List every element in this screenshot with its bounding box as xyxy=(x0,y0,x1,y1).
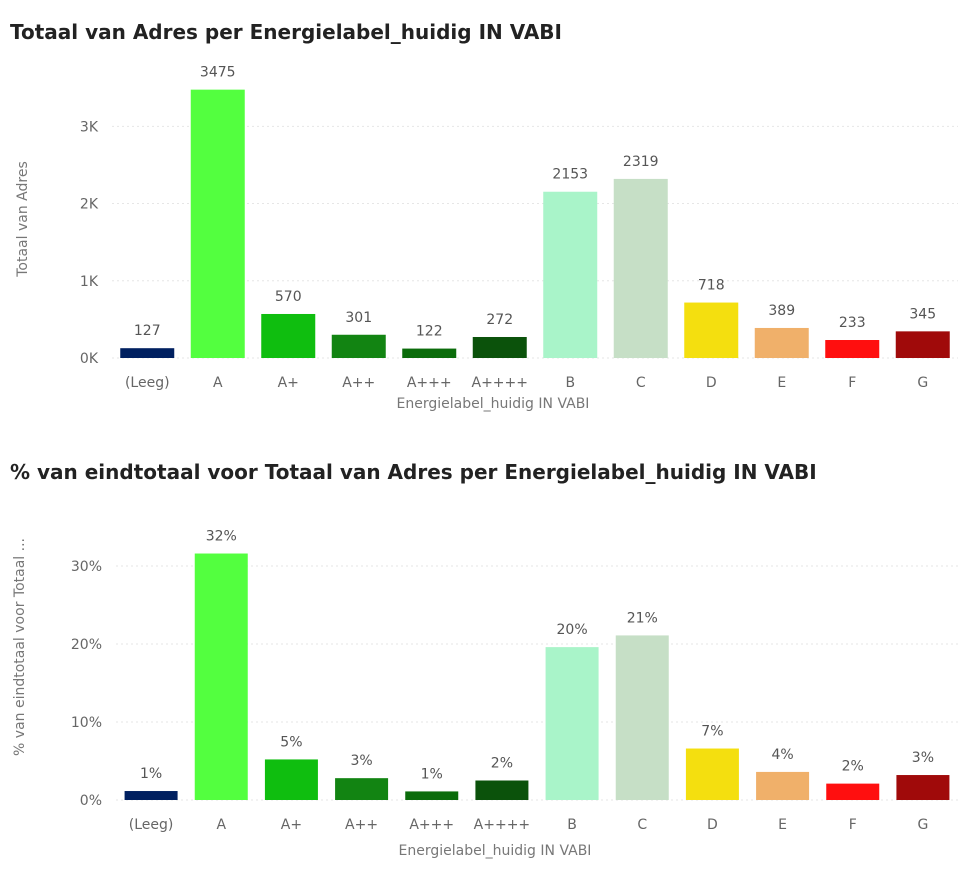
chart-2-data-label: 1% xyxy=(421,766,443,782)
chart-2-y-tick-label: 0% xyxy=(80,793,102,809)
chart-2-bar[interactable] xyxy=(124,791,178,800)
chart-2-data-label: 3% xyxy=(350,753,372,769)
chart-1-bar[interactable] xyxy=(402,348,457,358)
chart-1-data-label: 233 xyxy=(839,315,866,331)
chart-1-y-axis-label: Totaal van Adres xyxy=(15,161,31,278)
chart-1-x-tick-label: B xyxy=(565,375,575,391)
chart-1-bar[interactable] xyxy=(261,313,316,358)
chart-2-x-tick-label: A++++ xyxy=(474,817,531,833)
chart-1-bar[interactable] xyxy=(825,340,880,358)
chart-1-y-tick-label: 1K xyxy=(80,274,99,290)
chart-1-x-tick-label: (Leeg) xyxy=(125,375,170,391)
chart-2-x-tick-label: B xyxy=(567,817,577,833)
chart-1-x-tick-label: D xyxy=(706,375,717,391)
chart-1-data-label: 389 xyxy=(768,303,795,319)
chart-1-data-label: 718 xyxy=(698,278,725,294)
chart-1-x-tick-label: A xyxy=(213,375,223,391)
chart-2-x-tick-label: A+++ xyxy=(409,817,454,833)
chart-1-data-label: 345 xyxy=(909,306,936,322)
chart-2-bar[interactable] xyxy=(756,771,810,800)
chart-2-bar[interactable] xyxy=(335,778,389,800)
chart-2-data-label: 1% xyxy=(140,766,162,782)
chart-1-bar[interactable] xyxy=(895,331,950,358)
chart-1-title: Totaal van Adres per Energielabel_huidig… xyxy=(10,20,562,44)
chart-1-x-tick-label: A+++ xyxy=(407,375,452,391)
chart-2-x-tick-label: G xyxy=(917,817,928,833)
chart-1-x-tick-label: A++ xyxy=(342,375,375,391)
chart-2-y-tick-label: 10% xyxy=(71,715,102,731)
chart-2-bar[interactable] xyxy=(545,647,599,800)
chart-2-bar[interactable] xyxy=(685,748,739,800)
chart-1-y-tick-label: 3K xyxy=(80,119,99,135)
chart-2-title: % van eindtotaal voor Totaal van Adres p… xyxy=(10,460,817,484)
chart-1-bar[interactable] xyxy=(543,191,598,358)
chart-1-x-axis-label: Energielabel_huidig IN VABI xyxy=(397,396,590,412)
chart-1-data-label: 127 xyxy=(134,323,161,339)
chart-2-svg: 0%10%20%30% 1%32%5%3%1%2%20%21%7%4%2%3% … xyxy=(12,529,958,859)
chart-1-x-tick-label: G xyxy=(917,375,928,391)
chart-2-bar[interactable] xyxy=(475,780,529,801)
chart-2-x-tick-label: E xyxy=(778,817,787,833)
chart-2-x-tick-label: (Leeg) xyxy=(129,817,174,833)
chart-2-x-tick-label: A+ xyxy=(281,817,302,833)
chart-2-x-axis-label: Energielabel_huidig IN VABI xyxy=(399,843,592,859)
chart-2-y-tick-label: 20% xyxy=(71,637,102,653)
chart-1-data-label: 2153 xyxy=(552,167,588,183)
chart-2-bar[interactable] xyxy=(896,775,950,800)
chart-2-data-label: 5% xyxy=(280,734,302,750)
chart-1-data-label: 301 xyxy=(345,310,372,326)
chart-2-data-label: 7% xyxy=(701,724,723,740)
chart-2-x-tick-label: A xyxy=(216,817,226,833)
chart-2-data-label: 3% xyxy=(912,750,934,766)
chart-2-data-label: 20% xyxy=(557,622,588,638)
chart-2-x-tick-label: F xyxy=(849,817,857,833)
chart-2-y-tick-label: 30% xyxy=(71,559,102,575)
chart-2-x-tick-label: D xyxy=(707,817,718,833)
chart-1-x-tick-label: F xyxy=(848,375,856,391)
chart-1-bar[interactable] xyxy=(190,89,245,359)
chart-2-data-label: 4% xyxy=(771,747,793,763)
chart-2-bar[interactable] xyxy=(615,635,669,800)
chart-2-data-label: 32% xyxy=(206,529,237,545)
chart-1-x-tick-label: A+ xyxy=(278,375,299,391)
chart-2-data-label: 21% xyxy=(627,610,658,626)
chart-1-x-tick-label: E xyxy=(777,375,786,391)
chart-2-x-tick-label: A++ xyxy=(345,817,378,833)
chart-2-data-label: 2% xyxy=(842,759,864,775)
chart-1-bar[interactable] xyxy=(331,334,386,358)
chart-1-y-tick-label: 0K xyxy=(80,351,99,367)
chart-1-bar[interactable] xyxy=(754,327,809,358)
chart-2-data-label: 2% xyxy=(491,756,513,772)
chart-1-bar[interactable] xyxy=(684,302,739,358)
chart-2-bar[interactable] xyxy=(264,759,318,800)
chart-1-data-label: 3475 xyxy=(200,65,236,81)
chart-1-x-tick-label: A++++ xyxy=(472,375,529,391)
chart-1-bar[interactable] xyxy=(472,336,527,358)
chart-1-svg: 0K 1K 2K 3K 127 3475 570 301 122 272 2153 2319 718 3… xyxy=(15,65,958,412)
chart-1-bar[interactable] xyxy=(613,178,668,358)
chart-1-data-label: 2319 xyxy=(623,154,659,170)
chart-1-y-tick-label: 2K xyxy=(80,197,99,213)
chart-1-bar[interactable] xyxy=(120,348,175,358)
chart-1-data-label: 570 xyxy=(275,289,302,305)
chart-2-x-tick-label: C xyxy=(637,817,647,833)
chart-1-data-label: 272 xyxy=(486,312,513,328)
chart-2-bar[interactable] xyxy=(405,791,459,800)
chart-1-data-label: 122 xyxy=(416,324,443,340)
chart-2-y-axis-label: % van eindtotaal voor Totaal ... xyxy=(12,538,28,756)
chart-2-bar[interactable] xyxy=(826,783,880,800)
chart-2-bar[interactable] xyxy=(194,553,248,800)
chart-1-x-tick-label: C xyxy=(636,375,646,391)
